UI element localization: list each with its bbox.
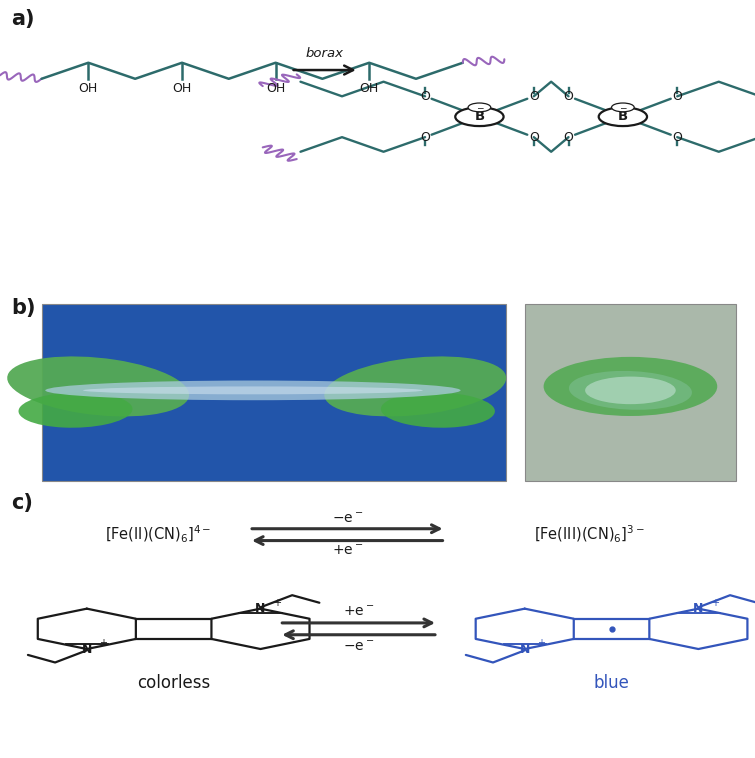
Text: −: −: [476, 103, 483, 112]
Text: B: B: [474, 110, 485, 124]
Circle shape: [455, 108, 504, 126]
Ellipse shape: [8, 356, 189, 416]
Text: +: +: [273, 598, 281, 608]
Text: $\mathsf{+ e^-}$: $\mathsf{+ e^-}$: [343, 604, 374, 619]
Text: colorless: colorless: [137, 674, 211, 691]
Text: O: O: [528, 130, 539, 144]
Text: OH: OH: [266, 82, 285, 95]
Text: $\mathsf{- e^-}$: $\mathsf{- e^-}$: [343, 639, 374, 653]
Circle shape: [468, 103, 491, 111]
Text: a): a): [11, 9, 35, 29]
Text: N: N: [519, 643, 530, 656]
Ellipse shape: [83, 387, 423, 394]
Text: b): b): [11, 298, 35, 318]
Text: O: O: [563, 130, 574, 144]
Text: +: +: [538, 638, 545, 648]
Ellipse shape: [569, 371, 692, 410]
Ellipse shape: [585, 377, 676, 404]
Text: O: O: [528, 89, 539, 103]
Text: $\mathsf{- e^-}$: $\mathsf{- e^-}$: [331, 512, 363, 525]
Text: −: −: [619, 103, 627, 112]
Text: c): c): [11, 493, 33, 513]
Text: blue: blue: [593, 674, 630, 691]
Text: N: N: [693, 602, 704, 615]
Text: $\mathsf{+ e^-}$: $\mathsf{+ e^-}$: [331, 543, 363, 558]
Text: $\rm [Fe(II)(CN)_6]^{4-}$: $\rm [Fe(II)(CN)_6]^{4-}$: [105, 524, 212, 545]
Ellipse shape: [381, 393, 495, 428]
Ellipse shape: [544, 357, 717, 416]
Text: O: O: [420, 130, 430, 144]
Text: O: O: [672, 89, 683, 103]
Text: O: O: [420, 89, 430, 103]
Circle shape: [599, 108, 647, 126]
Text: borax: borax: [306, 47, 344, 60]
Text: O: O: [563, 89, 574, 103]
Circle shape: [612, 103, 634, 111]
Text: OH: OH: [172, 82, 192, 95]
Ellipse shape: [19, 393, 132, 428]
FancyBboxPatch shape: [42, 304, 506, 481]
Text: +: +: [100, 638, 107, 648]
Text: N: N: [255, 602, 266, 615]
Text: N: N: [82, 643, 92, 656]
FancyBboxPatch shape: [525, 304, 736, 481]
Text: OH: OH: [359, 82, 379, 95]
Ellipse shape: [325, 356, 506, 416]
Text: +: +: [711, 598, 719, 608]
Text: OH: OH: [79, 82, 98, 95]
Text: O: O: [672, 130, 683, 144]
Text: B: B: [618, 110, 628, 124]
Ellipse shape: [45, 381, 461, 400]
Text: $\rm [Fe(III)(CN)_6]^{3-}$: $\rm [Fe(III)(CN)_6]^{3-}$: [534, 524, 644, 545]
